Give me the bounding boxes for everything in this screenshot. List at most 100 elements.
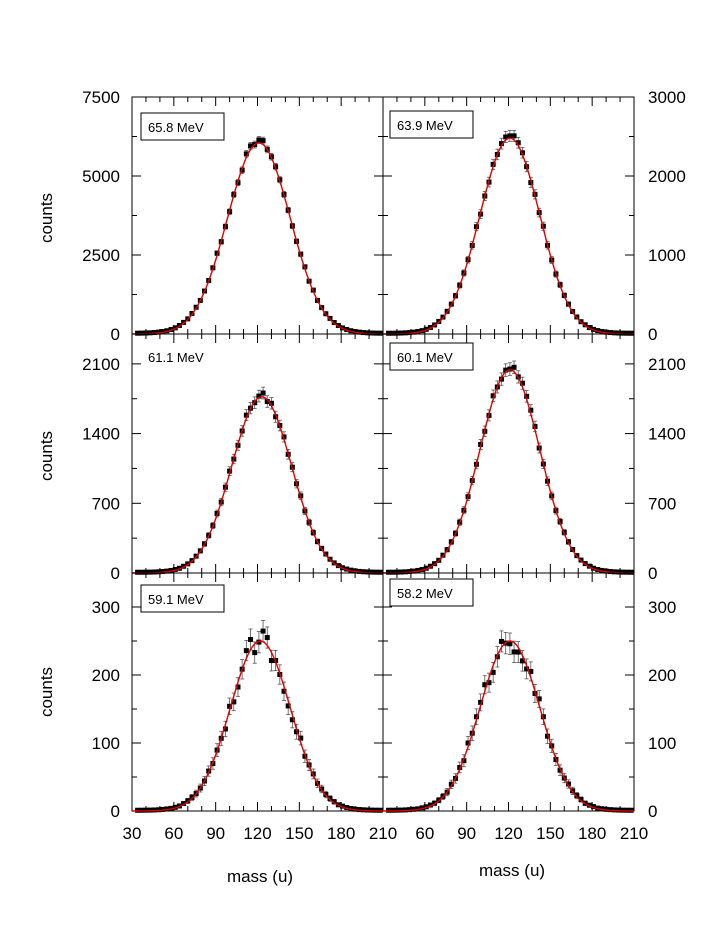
data-point xyxy=(289,717,295,723)
data-point xyxy=(181,801,187,807)
data-point xyxy=(448,781,454,787)
data-point xyxy=(256,137,262,143)
data-point xyxy=(260,628,266,634)
y-tick-label: 0 xyxy=(111,802,120,821)
data-point xyxy=(528,668,534,674)
data-point xyxy=(499,638,505,644)
panel-frame xyxy=(131,333,384,574)
y-tick-label: 700 xyxy=(648,494,676,513)
y-tick-label: 700 xyxy=(92,494,120,513)
data-point xyxy=(331,799,337,805)
energy-label-box xyxy=(140,112,225,141)
energy-label: 65.8 MeV xyxy=(148,120,204,135)
data-point xyxy=(160,329,166,335)
data-point xyxy=(536,696,542,702)
data-point xyxy=(185,798,191,804)
panel-top-right: 0 1000 2000 3000 63.9 MeV xyxy=(382,88,686,344)
y-tick-label: 0 xyxy=(111,325,120,344)
data-point xyxy=(151,569,157,575)
y-tick-label: 0 xyxy=(111,564,120,583)
data-point xyxy=(528,407,534,413)
y-tick-label: 2000 xyxy=(648,167,686,186)
data-point xyxy=(515,140,521,146)
data-point xyxy=(264,399,270,405)
data-point xyxy=(578,797,584,803)
panel-middle-left: 0 700 1400 2100 counts 61.1 MeV xyxy=(37,333,384,583)
data-point xyxy=(599,806,605,812)
data-point xyxy=(507,133,513,139)
data-point xyxy=(624,569,630,575)
energy-label-box xyxy=(140,584,225,613)
energy-label-box xyxy=(389,578,474,607)
x-axis-title-left: mass (u) xyxy=(227,867,293,886)
y-tick-label: 100 xyxy=(92,734,120,753)
panel-middle-right: 0 700 1400 2100 60.1 MeV xyxy=(382,333,686,583)
data-point xyxy=(507,366,513,372)
data-point xyxy=(406,807,412,813)
data-point xyxy=(143,569,149,575)
data-point xyxy=(164,806,170,812)
data-point xyxy=(268,400,274,406)
data-point xyxy=(281,688,287,694)
data-point xyxy=(235,684,241,690)
data-point xyxy=(390,330,396,336)
y-axis-title: counts xyxy=(37,431,56,481)
panel-bottom-left: 0 100 200 300 30 60 90 120 150 180 210 counts 59.1 M… xyxy=(37,572,397,843)
data-point xyxy=(545,733,551,739)
data-point xyxy=(507,641,513,647)
data-point xyxy=(473,714,479,720)
data-point xyxy=(377,330,383,336)
data-point xyxy=(503,367,509,373)
data-point xyxy=(499,376,505,382)
data-point xyxy=(281,434,287,440)
data-point xyxy=(243,648,249,654)
data-point xyxy=(352,806,358,812)
data-point xyxy=(394,807,400,813)
y-tick-label: 300 xyxy=(648,598,676,617)
data-point xyxy=(524,666,530,672)
x-tick-label: 150 xyxy=(536,824,564,843)
data-point xyxy=(348,805,354,811)
data-point xyxy=(340,803,346,809)
fit-curve xyxy=(132,640,383,812)
data-point xyxy=(243,151,249,157)
data-point xyxy=(574,793,580,799)
x-tick-label: 60 xyxy=(415,824,434,843)
x-axis-title-right: mass (u) xyxy=(479,861,545,880)
data-point xyxy=(360,330,366,336)
x-tick-label: 180 xyxy=(327,824,355,843)
data-point xyxy=(616,807,622,813)
data-point xyxy=(352,329,358,335)
y-tick-label: 0 xyxy=(648,564,657,583)
data-point xyxy=(256,393,262,399)
data-point xyxy=(155,807,161,813)
data-point xyxy=(515,649,521,655)
data-point xyxy=(620,807,626,813)
x-tick-label: 210 xyxy=(620,824,648,843)
data-point xyxy=(482,682,488,688)
data-point xyxy=(147,807,153,813)
data-point xyxy=(398,807,404,813)
data-point xyxy=(532,423,538,429)
y-tick-label: 5000 xyxy=(82,167,120,186)
data-point xyxy=(151,807,157,813)
data-point xyxy=(611,807,617,813)
data-point xyxy=(160,806,166,812)
y-tick-label: 3000 xyxy=(648,88,686,107)
data-point xyxy=(181,563,187,569)
data-point xyxy=(427,802,433,808)
data-point xyxy=(511,133,517,139)
panel-bottom-right: 0 100 200 300 60 90 120 150 180 210 58.2 MeV xyxy=(382,572,676,843)
data-point xyxy=(519,150,525,156)
data-point xyxy=(406,330,412,336)
data-point xyxy=(490,393,496,399)
data-point xyxy=(411,806,417,812)
energy-label: 59.1 MeV xyxy=(148,592,204,607)
y-tick-label: 0 xyxy=(648,802,657,821)
data-point xyxy=(591,804,597,810)
data-point xyxy=(252,650,258,656)
y-tick-label: 1000 xyxy=(648,246,686,265)
data-point xyxy=(294,729,300,735)
data-point xyxy=(411,329,417,335)
y-tick-label: 1400 xyxy=(82,425,120,444)
